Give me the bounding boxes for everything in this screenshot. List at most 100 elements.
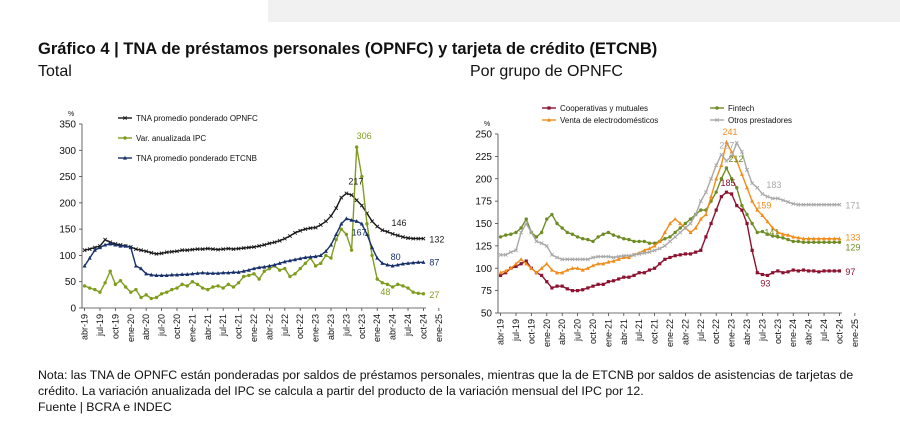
note-text: Nota: las TNA de OPNFC están ponderadas …	[38, 368, 854, 398]
data-point	[591, 284, 595, 288]
data-point	[616, 235, 621, 239]
data-point	[87, 255, 92, 260]
data-point	[211, 285, 215, 289]
data-point	[504, 271, 508, 275]
data-point	[133, 247, 138, 252]
x-tick-label: abr-19	[496, 319, 506, 345]
y-tick-label: 50	[481, 309, 493, 320]
x-tick-label: abr-23	[326, 314, 336, 340]
data-point	[169, 272, 174, 277]
data-point	[334, 237, 338, 242]
data-point	[400, 235, 405, 240]
data-point	[195, 282, 200, 287]
y-tick-label: 125	[475, 241, 492, 252]
x-tick-label: oct-21	[650, 319, 660, 344]
data-point	[390, 231, 395, 236]
data-point	[180, 272, 185, 276]
data-point	[560, 284, 564, 288]
data-point	[611, 279, 616, 283]
data-point	[745, 221, 749, 226]
data-point	[570, 257, 575, 262]
x-tick-label: ene-22	[665, 319, 675, 347]
data-point	[185, 248, 190, 253]
data-point	[549, 267, 554, 272]
data-point	[812, 269, 816, 273]
data-point	[370, 219, 375, 224]
data-point	[514, 230, 518, 235]
data-point	[174, 272, 179, 277]
data-point	[560, 270, 565, 275]
data-point	[550, 212, 554, 217]
data-point	[400, 261, 405, 266]
data-point	[144, 271, 149, 276]
x-tick-label: jul-22	[696, 319, 706, 342]
data-point	[688, 221, 693, 226]
data-point	[395, 233, 400, 238]
data-point	[755, 271, 759, 275]
data-point	[678, 226, 682, 230]
data-point	[364, 232, 369, 236]
data-point	[683, 221, 688, 226]
data-point	[246, 245, 251, 250]
x-tick-label: ene-25	[850, 319, 860, 347]
data-point	[524, 217, 528, 221]
data-point	[699, 248, 703, 252]
data-point	[298, 266, 302, 271]
data-point	[519, 226, 523, 230]
data-point	[82, 248, 87, 253]
left-subtitle: Total	[38, 63, 72, 80]
y-tick-label: 350	[59, 120, 76, 131]
data-point	[390, 263, 395, 268]
data-point	[406, 286, 410, 290]
source-text: Fuente | BCRA e INDEC	[38, 400, 172, 414]
data-point	[647, 268, 652, 272]
data-point	[827, 269, 831, 273]
data-point	[231, 285, 236, 289]
data-point	[585, 257, 590, 262]
data-point	[801, 236, 806, 241]
data-point	[781, 271, 785, 275]
data-point	[113, 282, 118, 287]
data-point	[324, 253, 328, 258]
data-point	[796, 239, 801, 244]
data-label: 80	[391, 252, 401, 262]
data-point	[714, 163, 719, 168]
data-point	[617, 277, 621, 281]
data-point	[406, 261, 411, 265]
data-point	[103, 281, 107, 285]
series-line	[84, 192, 424, 255]
data-point	[724, 139, 729, 144]
data-point	[539, 230, 544, 235]
data-point	[519, 257, 524, 261]
data-point	[513, 261, 518, 266]
data-point	[154, 251, 159, 256]
data-point	[545, 217, 549, 221]
data-point	[257, 277, 261, 281]
data-point	[770, 234, 775, 238]
data-point	[837, 240, 842, 244]
data-point	[601, 254, 606, 259]
data-point	[133, 263, 138, 268]
data-point	[539, 266, 544, 270]
x-tick-label: oct-22	[295, 314, 305, 339]
x-tick-label: ene-20	[126, 314, 136, 342]
data-point	[221, 286, 225, 290]
x-tick-label: jul-22	[280, 314, 290, 337]
data-point	[596, 254, 601, 259]
data-point	[601, 261, 606, 266]
x-tick-label: abr-24	[804, 319, 814, 345]
data-point	[606, 254, 611, 259]
data-point	[287, 258, 292, 263]
data-point	[534, 235, 539, 239]
data-point	[565, 257, 570, 262]
data-point	[236, 270, 241, 274]
data-point	[344, 191, 349, 196]
data-point	[540, 273, 544, 278]
x-tick-label: ene-24	[788, 319, 798, 347]
data-point	[652, 241, 657, 245]
data-point	[642, 251, 647, 256]
data-point	[637, 251, 642, 256]
data-point	[375, 277, 379, 281]
data-point	[134, 287, 138, 292]
data-point	[549, 252, 554, 257]
